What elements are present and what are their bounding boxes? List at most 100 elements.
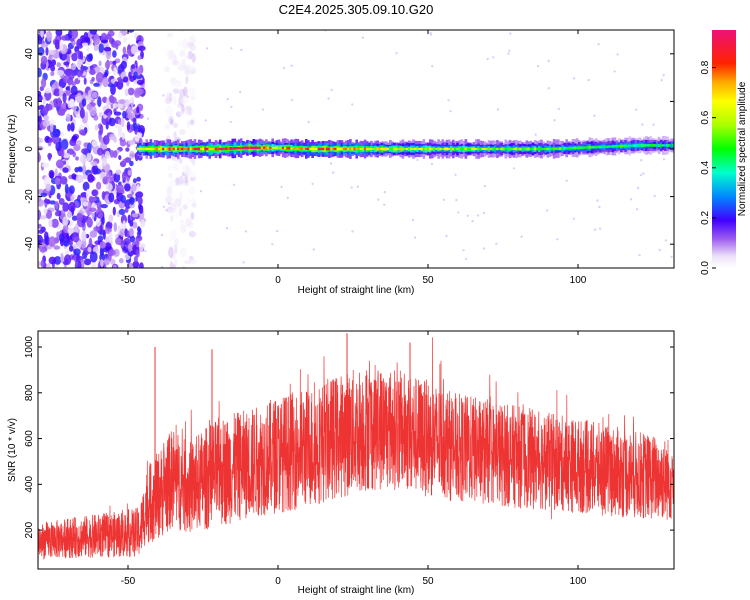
ridge-cell bbox=[491, 147, 495, 151]
speckle bbox=[462, 249, 465, 252]
ridge-cell bbox=[412, 148, 415, 150]
ridge-cell bbox=[510, 148, 514, 151]
noise-blob bbox=[46, 263, 51, 268]
noise-blob bbox=[172, 122, 179, 128]
noise-blob bbox=[79, 129, 86, 136]
ridge-cell bbox=[554, 147, 558, 150]
speckle bbox=[508, 49, 511, 52]
noise-blob bbox=[127, 262, 134, 268]
speckle bbox=[598, 205, 601, 209]
ridge-cell bbox=[504, 147, 508, 151]
speckle bbox=[597, 43, 600, 46]
x-tick-label: -50 bbox=[121, 275, 136, 286]
noise-blob bbox=[103, 114, 108, 119]
ridge-cell bbox=[338, 147, 342, 151]
ridge-cell bbox=[470, 147, 474, 150]
noise-blob bbox=[108, 117, 116, 127]
speckle bbox=[167, 202, 171, 205]
ridge-cell bbox=[256, 146, 260, 149]
speckle bbox=[242, 261, 245, 264]
speckle bbox=[229, 120, 232, 124]
ridge-cell bbox=[523, 147, 526, 151]
noise-blob bbox=[61, 103, 66, 110]
noise-blob bbox=[122, 110, 127, 119]
ridge-cell bbox=[181, 147, 184, 151]
noise-blob bbox=[38, 229, 44, 234]
noise-blob bbox=[38, 67, 42, 78]
noise-blob bbox=[166, 185, 173, 197]
ridge-cell bbox=[590, 146, 594, 149]
ridge-cell bbox=[340, 147, 344, 151]
noise-blob bbox=[137, 55, 142, 60]
noise-blob bbox=[190, 198, 197, 204]
ridge-cell bbox=[355, 147, 358, 150]
speckle bbox=[186, 95, 189, 98]
noise-blob bbox=[175, 209, 180, 219]
ridge-cell bbox=[267, 146, 270, 150]
noise-blob bbox=[91, 91, 98, 99]
ridge-cell bbox=[428, 147, 432, 151]
noise-blob bbox=[118, 103, 124, 109]
ridge-cell bbox=[347, 147, 350, 151]
speckle bbox=[327, 97, 330, 100]
ridge-cell bbox=[613, 145, 617, 148]
noise-blob bbox=[121, 132, 126, 140]
speckle bbox=[290, 98, 294, 102]
noise-blob bbox=[45, 47, 49, 56]
noise-blob bbox=[91, 77, 95, 82]
noise-blob bbox=[86, 103, 93, 111]
ridge-cell bbox=[533, 147, 537, 151]
spectrogram-y-label: Frequency (Hz) bbox=[7, 115, 18, 184]
ridge-cell bbox=[544, 148, 547, 151]
speckle bbox=[383, 203, 386, 206]
noise-blob bbox=[44, 235, 50, 246]
speckle bbox=[482, 247, 486, 250]
ridge-cell bbox=[605, 145, 608, 148]
ridge-cell bbox=[302, 147, 306, 150]
ridge-cell bbox=[517, 147, 520, 151]
noise-blob bbox=[48, 219, 53, 228]
noise-blob bbox=[73, 143, 81, 152]
spectral-ridge bbox=[137, 135, 674, 159]
noise-blob bbox=[132, 260, 140, 268]
speckle bbox=[280, 185, 283, 189]
noise-blob bbox=[136, 132, 143, 137]
noise-blob bbox=[63, 240, 70, 247]
speckle bbox=[332, 171, 335, 174]
ridge-cell bbox=[422, 147, 426, 151]
ridge-cell bbox=[468, 147, 472, 151]
ridge-cell bbox=[328, 147, 331, 151]
noise-blob bbox=[112, 206, 116, 216]
noise-blob bbox=[43, 199, 51, 204]
snr-frame bbox=[37, 330, 675, 570]
speckle bbox=[449, 110, 452, 113]
ridge-cell bbox=[160, 147, 163, 150]
noise-blob bbox=[128, 243, 132, 253]
speckle bbox=[160, 265, 164, 268]
ridge-cell bbox=[183, 148, 186, 150]
speckle bbox=[199, 190, 203, 193]
ridge-cell bbox=[344, 148, 348, 151]
noise-blob bbox=[38, 234, 43, 245]
noise-blob bbox=[169, 202, 177, 213]
ridge-cell bbox=[284, 146, 287, 150]
noise-blob bbox=[103, 258, 110, 266]
noise-blob bbox=[91, 140, 98, 148]
noise-blob bbox=[58, 198, 65, 205]
noise-blob bbox=[188, 86, 196, 97]
ridge-cell bbox=[204, 147, 207, 151]
ridge-cell bbox=[670, 143, 673, 147]
ridge-cell bbox=[485, 147, 489, 151]
speckle bbox=[232, 183, 236, 186]
noise-blob bbox=[43, 114, 50, 121]
speckle bbox=[160, 233, 164, 237]
noise-blob bbox=[83, 77, 87, 85]
noise-blob bbox=[38, 146, 44, 151]
noise-blob bbox=[42, 119, 50, 127]
ridge-cell bbox=[584, 146, 587, 149]
noise-blob bbox=[120, 60, 127, 70]
speckle bbox=[204, 119, 207, 122]
ridge-cell bbox=[271, 146, 274, 149]
speckle bbox=[271, 243, 274, 246]
